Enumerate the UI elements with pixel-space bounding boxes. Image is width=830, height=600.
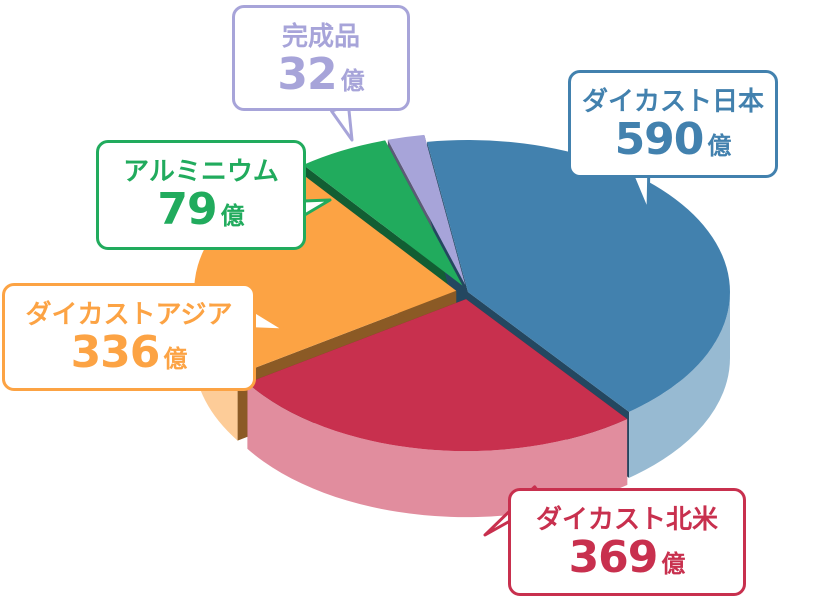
label-aluminium-value: 79 億 [157,184,245,235]
label-aluminium: アルミニウム 79 億 [96,140,306,250]
slice-finished-goods [387,134,466,285]
label-asia-name: ダイカストアジア [25,300,233,330]
label-asia: ダイカストアジア 336 億 [2,283,256,391]
slice-north-america [247,299,628,452]
label-japan-name: ダイカスト日本 [581,87,764,117]
label-aluminium-name: アルミニウム [123,157,279,187]
label-north-america-value: 369 億 [568,532,686,583]
slice-japan-rim [629,292,730,478]
label-north-america-name: ダイカスト北米 [535,505,718,535]
slice-north-america-rim [247,382,628,518]
label-finished-goods: 完成品 32 億 [232,5,410,111]
label-finished-goods-value: 32 億 [277,49,365,100]
label-asia-value: 336 億 [70,327,188,378]
slice-japan [427,140,731,412]
label-japan: ダイカスト日本 590 億 [568,70,778,178]
label-finished-goods-name: 完成品 [281,22,360,52]
label-north-america: ダイカスト北米 369 億 [508,488,746,596]
slice-aluminium [303,140,463,286]
label-japan-value: 590 億 [614,114,732,165]
